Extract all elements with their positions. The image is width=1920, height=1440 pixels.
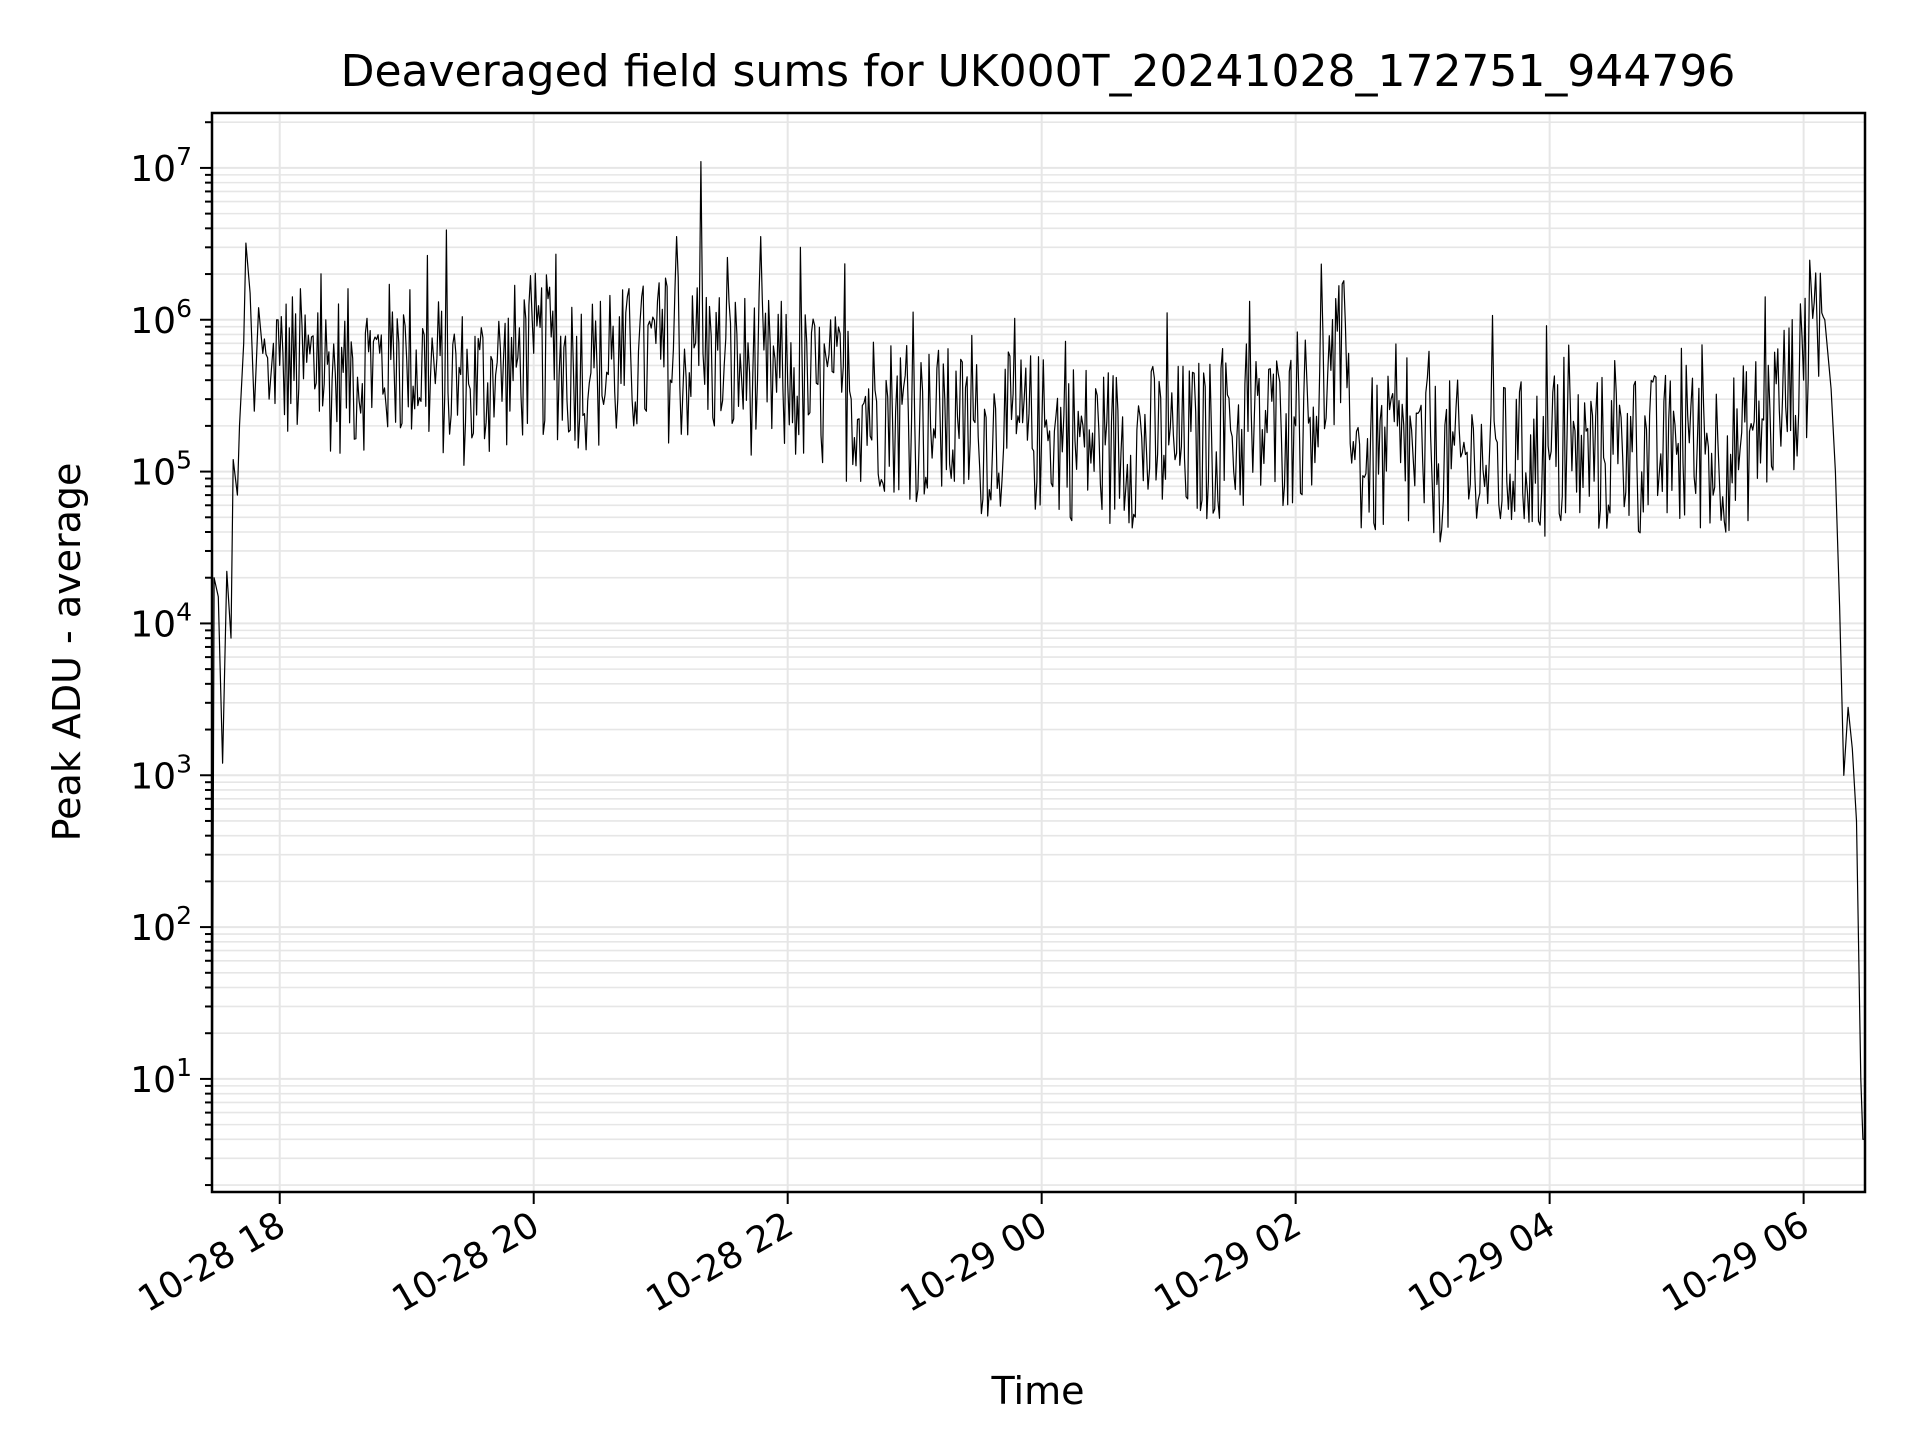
y-tick-label: 106 <box>130 294 192 342</box>
x-tick-label: 10-29 06 <box>1655 1204 1816 1320</box>
x-tick-label: 10-29 04 <box>1401 1204 1562 1320</box>
y-tick-label: 104 <box>130 597 192 645</box>
y-tick-label: 102 <box>130 901 192 949</box>
plot-frame <box>210 111 1867 1194</box>
x-tick-label: 10-28 18 <box>132 1204 293 1320</box>
series-line <box>211 161 1865 1186</box>
x-axis-label: Time <box>991 1369 1085 1413</box>
chart-title: Deaveraged field sums for UK000T_2024102… <box>341 46 1736 97</box>
x-axis: 10-28 18 10-28 20 10-28 22 10-29 00 10-29 02… <box>132 1192 1816 1321</box>
x-tick-label: 10-29 00 <box>894 1204 1055 1320</box>
grid <box>212 113 1865 1192</box>
y-axis: 101 102 103 104 105 106 107 <box>130 121 212 1187</box>
y-axis-label: Peak ADU - average <box>45 463 89 842</box>
x-tick-label: 10-28 22 <box>640 1204 801 1320</box>
x-tick-label: 10-29 02 <box>1147 1204 1308 1320</box>
y-tick-label: 105 <box>130 446 192 494</box>
y-tick-label: 101 <box>130 1053 192 1101</box>
y-tick-label: 107 <box>130 142 192 190</box>
x-tick-label: 10-28 20 <box>386 1204 547 1320</box>
y-tick-label: 103 <box>130 749 192 797</box>
